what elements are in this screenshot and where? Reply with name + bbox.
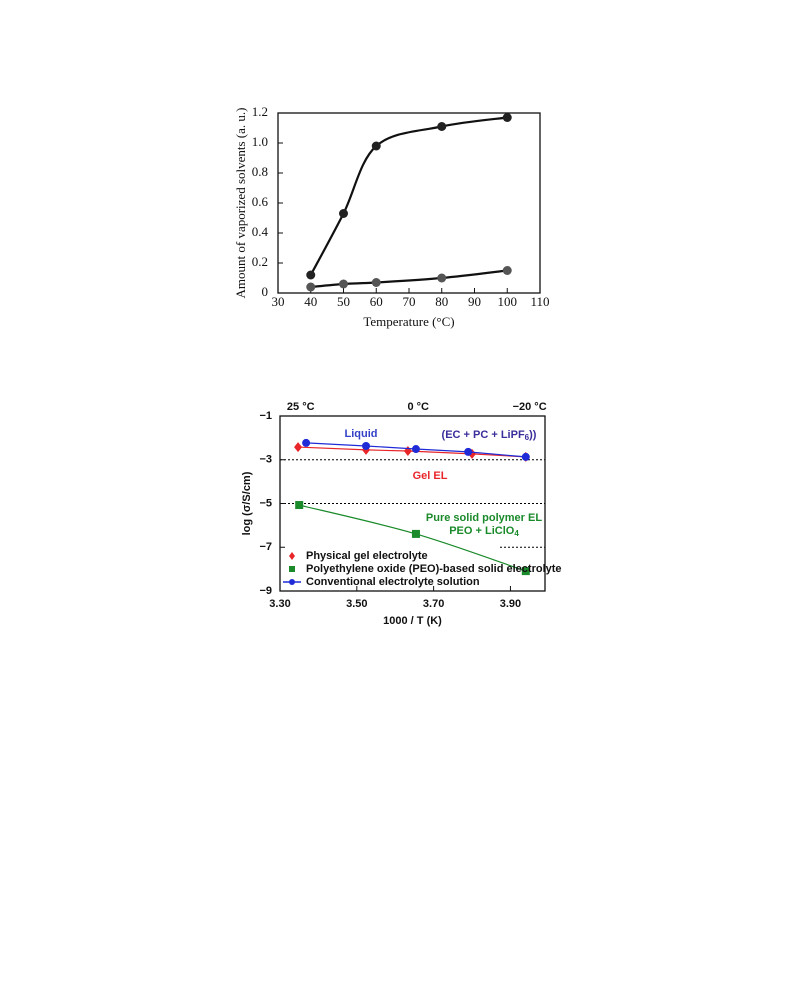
x-tick-label: 3.90	[500, 598, 521, 610]
series-line	[309, 116, 508, 276]
marker	[521, 452, 530, 461]
annotation-text: Liquid	[345, 428, 378, 440]
y-axis-label: Amount of vaporized solvents (a. u.)	[233, 108, 248, 299]
annotation: Liquid	[345, 428, 378, 440]
x-tick-label: 30	[272, 294, 285, 309]
x-tick-label: 70	[403, 294, 416, 309]
marker	[306, 270, 316, 280]
x-tick-label: 3.30	[269, 598, 290, 610]
y-tick-label: 0.6	[252, 194, 269, 209]
y-tick-label: −3	[259, 454, 272, 466]
marker	[339, 279, 348, 289]
x-axis-label: 1000 / T (K)	[383, 615, 442, 627]
annotation: Gel EL	[413, 470, 448, 482]
legend-label: Conventional electrolyte solution	[306, 576, 480, 588]
x-tick-label: 110	[530, 294, 549, 309]
x-tick-label: 3.50	[346, 598, 367, 610]
marker	[295, 501, 304, 510]
chart: 3.30 3.50 3.70 3.90 −1 −3 −5 −7 −9 25 °C 0 °C −20 °…	[241, 401, 562, 627]
y-tick-label: 0.8	[252, 164, 268, 179]
marker	[362, 441, 371, 450]
y-tick-label: 0.4	[252, 224, 269, 239]
marker	[411, 529, 420, 538]
annotation: PEO + LiClO4	[449, 525, 519, 538]
x-tick-label: 3.70	[423, 598, 444, 610]
y-tick-label: 0	[262, 284, 269, 299]
y-tick-label: −7	[259, 541, 272, 553]
plot-frame	[277, 112, 541, 294]
x-tick-label: 60	[370, 294, 383, 309]
subscript: 6	[525, 433, 530, 442]
marker	[371, 141, 381, 151]
annotation-text: (EC + PC + LiPF	[442, 429, 525, 441]
marker	[371, 278, 381, 287]
x-tick-label: 50	[337, 294, 350, 309]
chart: 30 40 50 60 70 80 90 100 110 0 0.2 0.4 0.6 0.8 1.0 1.2 T…	[233, 104, 550, 329]
marker	[464, 447, 473, 456]
marker	[289, 579, 295, 585]
y-tick-label: −5	[259, 497, 272, 509]
marker	[437, 122, 447, 131]
y-tick-label: 0.2	[252, 254, 268, 269]
legend-label: Polyethylene oxide (PEO)-based solid ele…	[306, 563, 562, 575]
annotation-text: Pure solid polymer EL	[426, 512, 542, 524]
y-tick-label: 1.0	[252, 134, 268, 149]
top-tick-label: 0 °C	[407, 401, 429, 413]
marker	[289, 566, 295, 572]
y-tick-label: 1.2	[252, 104, 268, 119]
marker	[403, 446, 412, 456]
annotation: (EC + PC + LiPF6))	[442, 429, 537, 442]
marker	[306, 282, 316, 292]
marker	[294, 442, 303, 453]
legend-label: Physical gel electrolyte	[306, 550, 428, 562]
marker	[437, 273, 447, 283]
y-tick-label: −1	[259, 410, 272, 422]
marker	[302, 438, 311, 447]
top-tick-label: 25 °C	[287, 401, 315, 413]
marker	[521, 567, 530, 576]
marker	[339, 209, 348, 218]
marker	[289, 552, 295, 560]
top-tick-label: −20 °C	[513, 401, 547, 413]
annotation-text: Gel EL	[413, 470, 448, 482]
marker	[411, 445, 420, 454]
y-tick-label: −9	[259, 585, 272, 597]
annotation-text: PEO + LiClO	[449, 525, 515, 537]
subscript: 4	[514, 529, 519, 538]
marker	[502, 266, 512, 275]
x-tick-label: 40	[304, 294, 317, 309]
marker	[502, 113, 512, 122]
x-tick-label: 100	[498, 294, 518, 309]
x-tick-label: 80	[435, 294, 448, 309]
x-tick-label: 90	[468, 294, 481, 309]
annotation-text: ))	[529, 429, 537, 441]
x-axis-label: Temperature (°C)	[363, 314, 454, 329]
y-axis-label: log (σ/S/cm)	[241, 471, 253, 535]
annotation: Pure solid polymer EL	[426, 512, 542, 524]
